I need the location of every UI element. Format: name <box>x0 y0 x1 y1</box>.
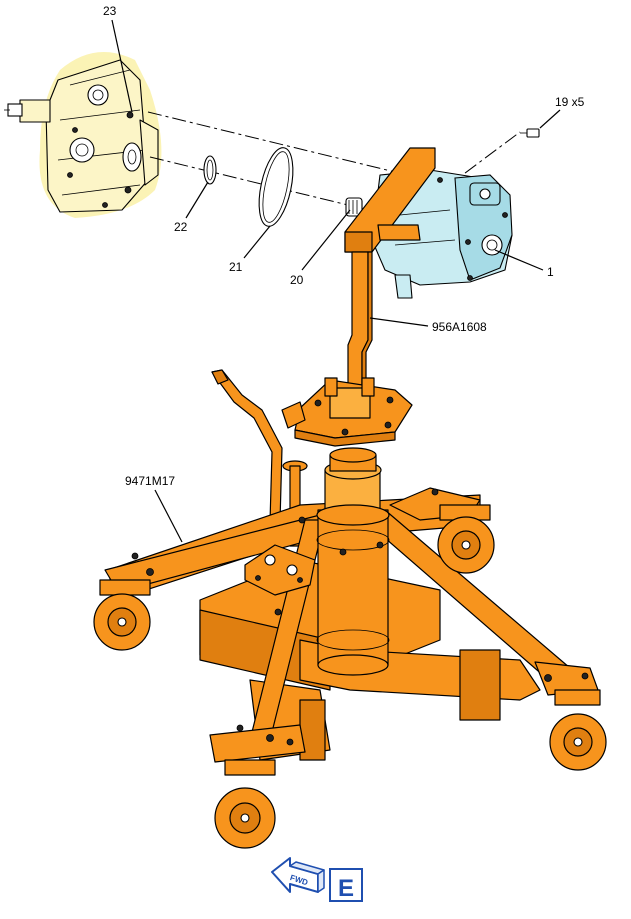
valve-block <box>244 544 316 596</box>
explode-axes <box>147 111 521 206</box>
o-ring-21 <box>258 147 294 227</box>
pump-adapter-bracket <box>344 147 436 393</box>
callout-20: 20 <box>290 273 304 287</box>
caster-front <box>214 759 276 849</box>
jack-column <box>316 447 390 676</box>
leader-lines <box>111 19 561 543</box>
view-label-box: E <box>329 868 363 902</box>
callout-labels: 23 19 x5 1 20 21 22 956A1608 9471M17 <box>103 4 585 488</box>
release-rod <box>282 460 308 547</box>
callout-21: 21 <box>229 260 243 274</box>
callout-22: 22 <box>174 220 188 234</box>
caster-left <box>93 579 151 651</box>
caster-right-front <box>549 689 607 771</box>
callout-9471m17: 9471M17 <box>125 474 175 488</box>
mounting-plate <box>281 377 413 447</box>
callout-1: 1 <box>547 265 554 279</box>
callout-956a1608: 956A1608 <box>432 320 487 334</box>
fwd-arrow-icon: FWD <box>271 857 325 893</box>
bolt-19 <box>520 128 540 138</box>
caster-right-rear <box>437 504 495 574</box>
tool-handle <box>211 369 283 523</box>
frame-bolts <box>131 488 589 746</box>
gearbox-assembly <box>4 52 162 218</box>
callout-23: 23 <box>103 4 117 18</box>
seal-22 <box>203 155 217 185</box>
view-label: E <box>338 875 354 902</box>
callout-19: 19 x5 <box>555 95 585 109</box>
